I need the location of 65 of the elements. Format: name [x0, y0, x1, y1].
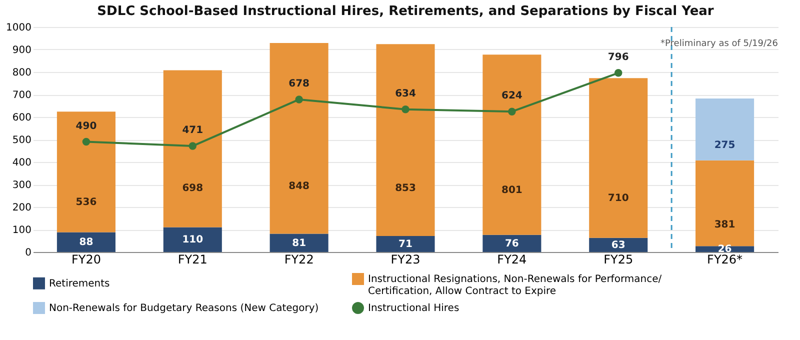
- y-tick-label: 900: [12, 45, 32, 56]
- data-label: 801: [501, 184, 522, 196]
- point: [508, 108, 516, 116]
- y-tick-label: 0: [25, 248, 32, 258]
- bar: [163, 227, 222, 252]
- legend-label: Non-Renewals for Budgetary Reasons (New Category): [49, 303, 319, 314]
- x-tick-label: FY20: [71, 252, 101, 266]
- legend-label: Instructional Resignations, Non-Renewals for Performance/ Certification, Allow Contract to Expire: [368, 274, 662, 297]
- data-label: 110: [182, 234, 204, 246]
- x-tick-label: FY22: [284, 252, 314, 266]
- legend-label: Instructional Hires: [368, 303, 460, 314]
- bar: [696, 160, 754, 246]
- data-label: 634: [395, 88, 416, 100]
- y-tick-label: 800: [12, 68, 32, 78]
- bar: [696, 98, 754, 160]
- x-tick-label: FY26*: [707, 252, 743, 266]
- bar: [589, 78, 648, 238]
- bar: [163, 70, 222, 228]
- data-label: 848: [288, 181, 310, 192]
- bar: [589, 238, 648, 252]
- data-label: 81: [292, 238, 306, 249]
- y-tick-label: 200: [12, 202, 32, 214]
- point: [295, 96, 303, 104]
- x-tick-label: FY24: [497, 252, 527, 266]
- data-label: 381: [714, 220, 736, 231]
- data-label: 88: [79, 237, 94, 248]
- data-label: 490: [76, 120, 97, 132]
- bar: [56, 112, 116, 232]
- data-label: 624: [501, 90, 522, 102]
- y-tick-label: 1000: [6, 22, 32, 34]
- data-label: 63: [611, 240, 626, 251]
- data-label: 678: [288, 78, 310, 90]
- data-label: 76: [504, 238, 519, 250]
- chart-title: SDLC School-Based Instructional Hires, Retirements, and Separations by Fiscal Year: [97, 4, 714, 19]
- bar: [270, 42, 328, 234]
- data-label: 26: [718, 244, 732, 256]
- point: [188, 142, 197, 150]
- bar: [482, 54, 542, 235]
- x-tick-label: FY25: [604, 252, 634, 266]
- data-label: 710: [608, 192, 629, 204]
- bar: [376, 44, 435, 236]
- data-label: 796: [608, 52, 629, 63]
- point: [82, 138, 90, 146]
- point: [402, 105, 410, 114]
- data-label: 471: [182, 125, 204, 136]
- bar: [56, 232, 116, 252]
- data-label: 853: [395, 183, 416, 194]
- bar: [482, 234, 542, 252]
- data-label: 536: [76, 197, 97, 208]
- x-tick-label: FY23: [390, 252, 420, 266]
- y-tick-label: 500: [12, 135, 32, 146]
- data-label: 71: [398, 239, 412, 250]
- x-tick-label: FY21: [178, 252, 208, 266]
- annotation: *Preliminary as of 5/19/26: [660, 39, 778, 49]
- y-tick-label: 300: [12, 180, 32, 191]
- y-tick-label: 700: [12, 90, 32, 101]
- point: [614, 69, 622, 77]
- y-tick-label: 400: [12, 158, 32, 168]
- data-label: 275: [714, 140, 736, 151]
- y-tick-label: 600: [12, 112, 32, 124]
- bar: [376, 236, 435, 252]
- legend-label: Retirements: [49, 278, 110, 290]
- data-label: 698: [182, 182, 204, 194]
- y-tick-label: 100: [12, 225, 32, 236]
- bar: [270, 234, 328, 252]
